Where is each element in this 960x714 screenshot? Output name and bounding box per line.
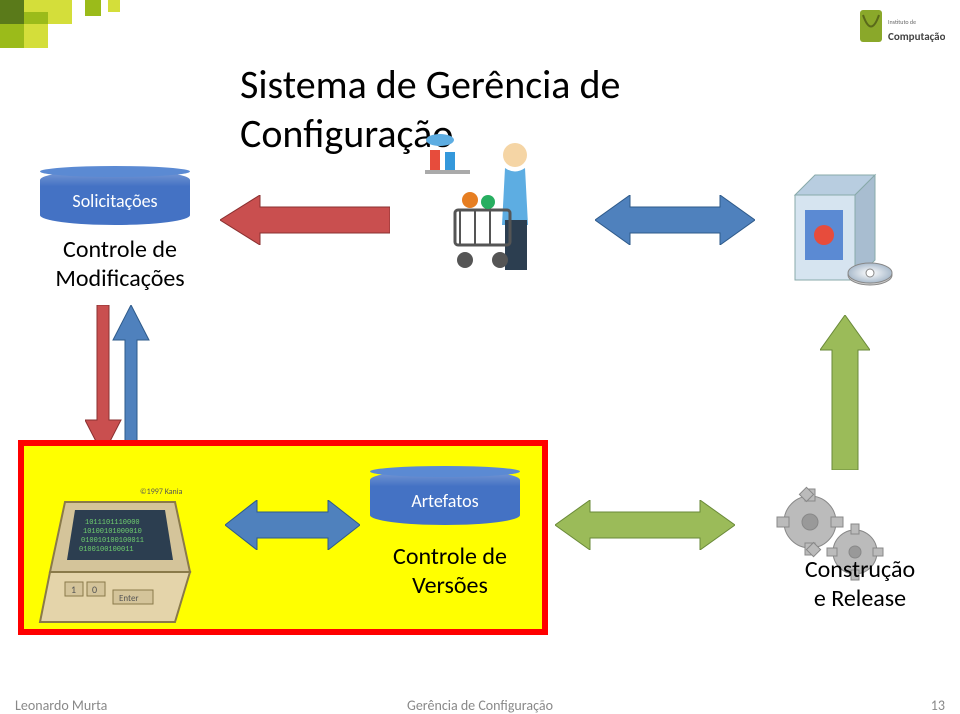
blue-arrow-mid <box>225 500 360 555</box>
svg-text:10100101000010: 10100101000010 <box>83 528 142 536</box>
solicitacoes-label: Solicitações <box>40 190 190 212</box>
svg-text:1: 1 <box>71 583 76 596</box>
left-vertical-arrows <box>85 305 155 460</box>
controle-versoes-label: Controle deVersões <box>370 542 530 600</box>
computer-illustration: ©1997 Kania 1011101110000 10100101000010… <box>35 482 205 632</box>
svg-text:010010100100011: 010010100100011 <box>81 537 144 545</box>
shopping-illustration <box>420 130 560 300</box>
svg-text:0: 0 <box>92 583 97 596</box>
controle-modificacoes-label: Controle deModificações <box>40 235 200 293</box>
blue-arrow-top <box>595 195 755 250</box>
construcao-label: Construçãoe Release <box>780 555 940 613</box>
red-arrow <box>220 195 390 250</box>
artefatos-label: Artefatos <box>370 490 520 512</box>
institute-logo: Instituto de Computação <box>860 10 945 63</box>
svg-text:0100100100011: 0100100100011 <box>79 546 134 554</box>
footer-title: Gerência de Configuração <box>407 697 553 714</box>
footer-page: 13 <box>931 697 945 714</box>
solicitacoes-cylinder: Solicitações <box>40 170 190 225</box>
top-decoration <box>0 0 200 65</box>
svg-text:1011101110000: 1011101110000 <box>85 519 140 527</box>
svg-text:Enter: Enter <box>119 593 139 604</box>
artefatos-cylinder: Artefatos <box>370 470 520 525</box>
svg-text:©1997 Kania: ©1997 Kania <box>140 487 183 497</box>
software-box-illustration <box>780 165 900 295</box>
svg-text:Instituto de: Instituto de <box>888 18 916 26</box>
footer-author: Leonardo Murta <box>15 697 107 714</box>
green-arrow-up <box>820 315 870 475</box>
green-arrow-mid <box>555 500 735 555</box>
svg-text:Computação: Computação <box>888 30 945 43</box>
